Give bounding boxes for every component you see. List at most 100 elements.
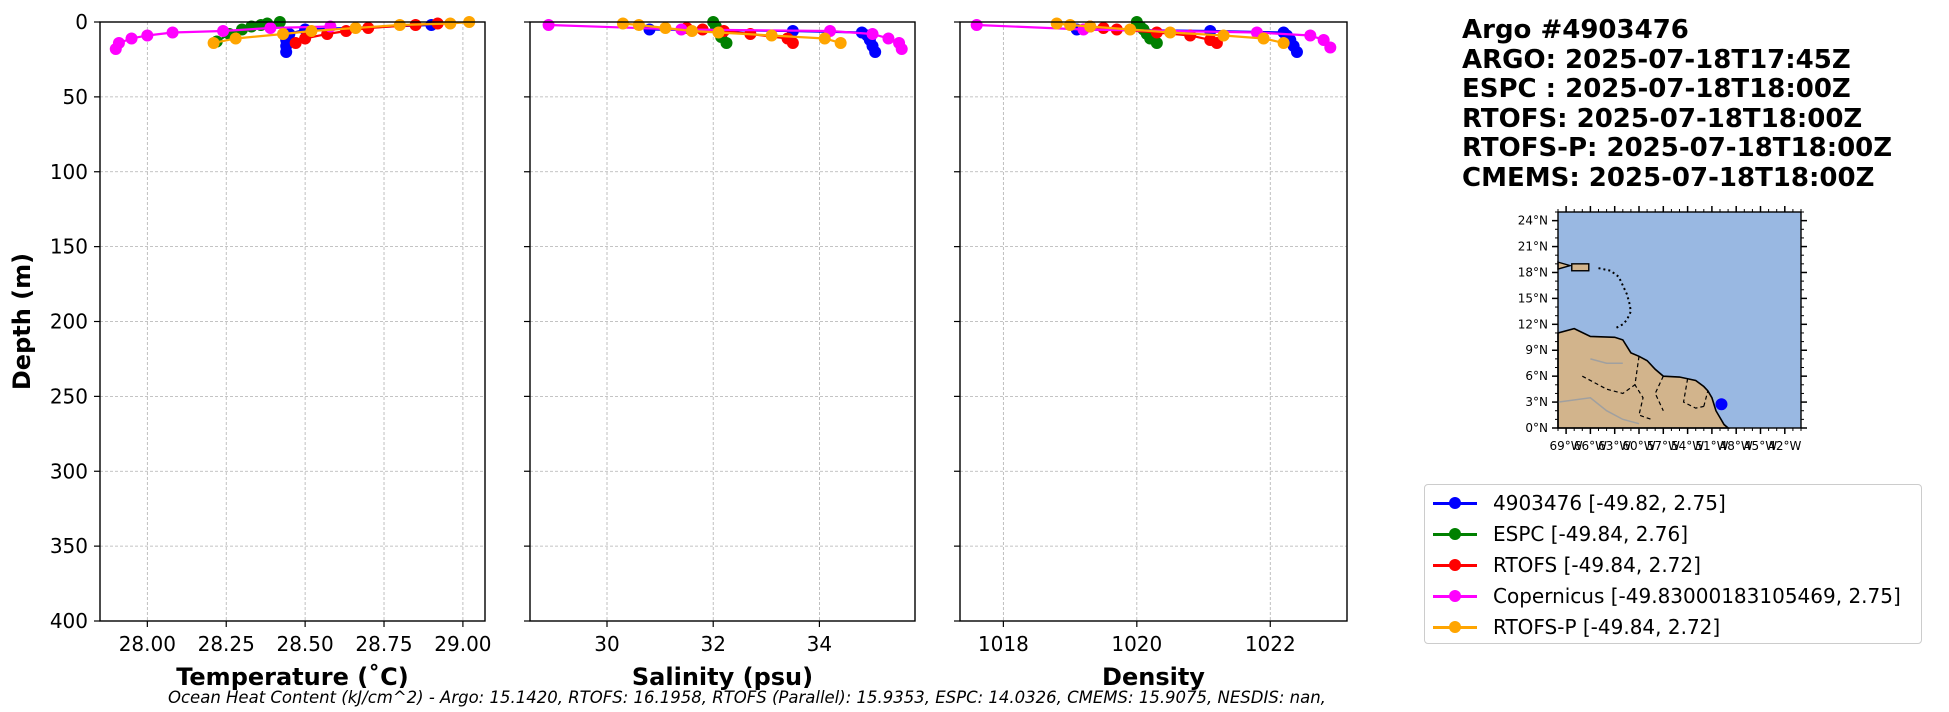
x-tick-label: 28.00 [119, 632, 176, 656]
title-block: Argo #4903476 ARGO: 2025-07-18T17:45Z ES… [1462, 15, 1893, 194]
data-point-rtofs_p [765, 29, 778, 42]
data-point-rtofs_p [1124, 23, 1137, 36]
legend-item: Copernicus [-49.83000183105469, 2.75] [1433, 584, 1901, 608]
data-point-copernicus [125, 32, 138, 45]
x-axis-label: Density [1102, 663, 1205, 691]
map-border [1634, 356, 1652, 420]
data-point-rtofs_p [1064, 18, 1077, 31]
y-tick-label: 300 [50, 459, 88, 483]
map-lon-label: 69°W [1550, 439, 1583, 453]
data-point-argo [1290, 45, 1303, 58]
x-tick-label: 28.50 [276, 632, 333, 656]
data-point-rtofs_p [834, 36, 847, 49]
map-lat-label: 3°N [1525, 395, 1548, 409]
y-tick-label: 50 [63, 85, 88, 109]
data-point-rtofs_p [393, 18, 406, 31]
map-lon-label: 45°W [1744, 439, 1777, 453]
map-lat-label: 21°N [1518, 240, 1548, 254]
title-line: CMEMS: 2025-07-18T18:00Z [1462, 162, 1875, 193]
map-lon-label: 66°W [1574, 439, 1607, 453]
x-tick-label: 28.75 [355, 632, 412, 656]
map-border [1582, 375, 1636, 395]
map-lat-label: 12°N [1518, 317, 1548, 331]
map-river [1557, 396, 1640, 425]
data-point-copernicus [970, 18, 983, 31]
title-line: ARGO: 2025-07-18T17:45Z [1462, 44, 1851, 75]
data-point-copernicus [1324, 41, 1337, 54]
data-point-rtofs_p [1050, 17, 1063, 30]
data-point-rtofs_p [229, 32, 242, 45]
x-tick-label: 1022 [1245, 632, 1296, 656]
y-tick-label: 200 [50, 310, 88, 334]
data-point-copernicus [141, 29, 154, 42]
legend-item: RTOFS [-49.84, 2.72] [1433, 553, 1701, 577]
legend-label: 4903476 [-49.82, 2.75] [1493, 491, 1726, 515]
map-lon-label: 42°W [1768, 439, 1801, 453]
map-lon-label: 54°W [1671, 439, 1704, 453]
y-tick-label: 0 [75, 10, 88, 34]
data-point-rtofs_p [349, 21, 362, 34]
map-border [1703, 390, 1709, 407]
map-land-puerto-rico [1571, 263, 1590, 272]
map-lat-label: 0°N [1525, 421, 1548, 435]
x-tick-label: 34 [807, 632, 832, 656]
map-river [1590, 358, 1623, 364]
legend: 4903476 [-49.82, 2.75] ESPC [-49.84, 2.7… [1424, 484, 1922, 644]
data-point-argo [869, 45, 882, 58]
title-line: Argo #4903476 [1462, 15, 1689, 45]
data-point-espc [1150, 36, 1163, 49]
map-lat-label: 6°N [1525, 369, 1548, 383]
data-point-copernicus [1304, 29, 1317, 42]
data-point-rtofs_p [685, 24, 698, 37]
x-tick-label: 32 [700, 632, 725, 656]
data-point-rtofs_p [1164, 26, 1177, 39]
data-point-copernicus [895, 42, 908, 55]
data-point-copernicus [542, 18, 555, 31]
legend-marker [1433, 493, 1477, 513]
x-tick-label: 1020 [1111, 632, 1162, 656]
legend-item: 4903476 [-49.82, 2.75] [1433, 491, 1726, 515]
map-lat-label: 9°N [1525, 343, 1548, 357]
data-point-argo [280, 45, 293, 58]
map-lat-label: 15°N [1518, 291, 1548, 305]
map-border [1682, 378, 1704, 409]
y-tick-label: 100 [50, 160, 88, 184]
title-line: RTOFS: 2025-07-18T18:00Z [1462, 103, 1863, 134]
map-lat-label: 24°N [1518, 214, 1548, 228]
x-axis-label: Salinity (psu) [632, 663, 813, 691]
data-point-rtofs_p [818, 32, 831, 45]
x-axis-label: Temperature (˚C) [176, 663, 409, 691]
series-line-rtofs_p [213, 20, 470, 45]
data-point-rtofs_p [1217, 29, 1230, 42]
map-float-position [1715, 398, 1728, 411]
map-lat-label: 18°N [1518, 265, 1548, 279]
data-point-espc [720, 36, 733, 49]
title-line: ESPC : 2025-07-18T18:00Z [1462, 74, 1851, 105]
map-lon-label: 60°W [1622, 439, 1655, 453]
data-point-rtofs_p [632, 18, 645, 31]
legend-item: ESPC [-49.84, 2.76] [1433, 522, 1688, 546]
y-tick-label: 250 [50, 384, 88, 408]
x-tick-label: 28.25 [198, 632, 255, 656]
legend-marker [1433, 524, 1477, 544]
data-point-rtofs_p [207, 36, 220, 49]
data-point-rtofs_p [1277, 36, 1290, 49]
y-tick-label: 150 [50, 235, 88, 259]
map-lesser-antilles [1598, 267, 1632, 330]
data-point-rtofs [786, 36, 799, 49]
y-axis-label: Depth (m) [8, 253, 36, 390]
y-tick-label: 400 [50, 609, 88, 633]
legend-label: ESPC [-49.84, 2.76] [1493, 522, 1689, 546]
map-border [1654, 375, 1664, 411]
x-tick-label: 1018 [978, 632, 1029, 656]
axes-frame [959, 21, 1348, 622]
data-point-rtofs_p [712, 26, 725, 39]
legend-marker [1433, 586, 1477, 606]
x-tick-label: 29.00 [434, 632, 491, 656]
data-point-rtofs_p [1084, 20, 1097, 33]
data-point-rtofs_p [277, 27, 290, 40]
data-point-rtofs [289, 36, 302, 49]
y-tick-label: 350 [50, 534, 88, 558]
title-line: RTOFS-P: 2025-07-18T18:00Z [1462, 133, 1893, 164]
data-point-copernicus [109, 42, 122, 55]
